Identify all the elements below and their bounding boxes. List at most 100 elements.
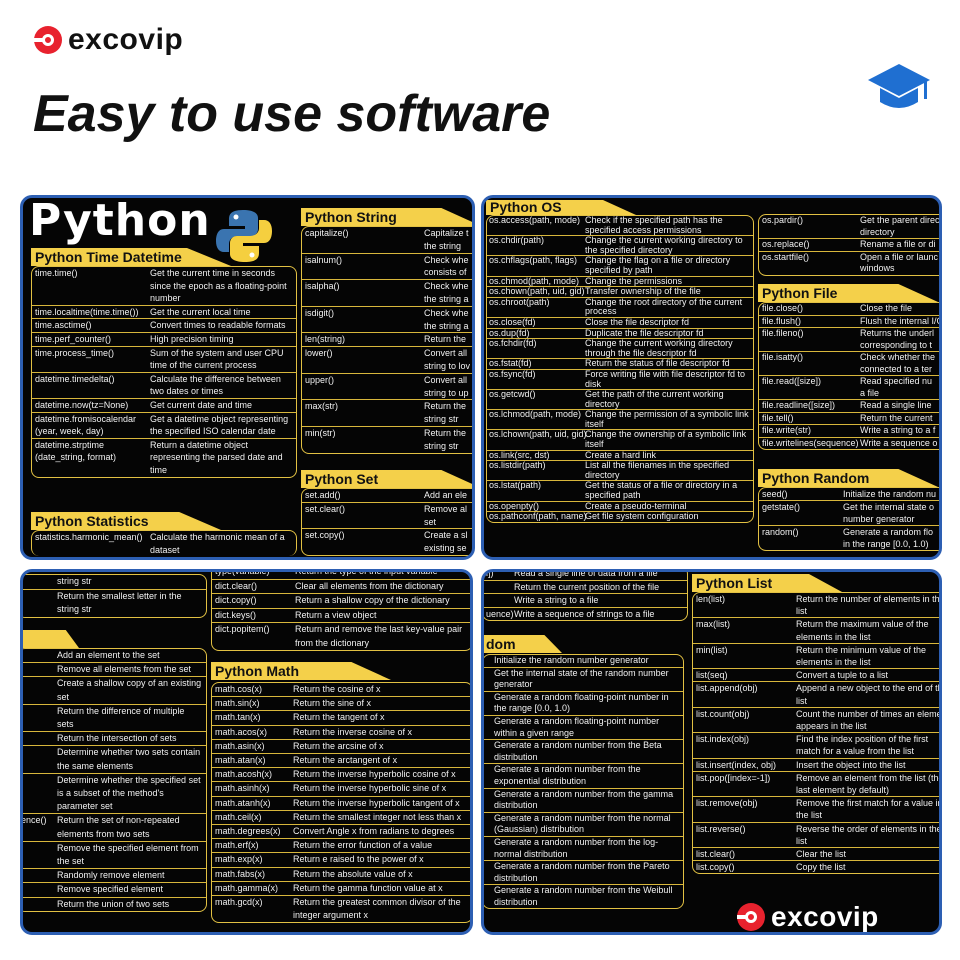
table-row: os.chown(path, uid, gid) Transfer ownersh… [487, 287, 753, 298]
method-description: Convert Angle x from radians to degrees [293, 826, 455, 837]
panel-top-right: Python OS os.access(path, mode) Check if t… [481, 195, 942, 560]
method-description: Create a pseudo-terminal [585, 500, 687, 511]
method-table: len(list) Return the number of elements i… [692, 592, 942, 875]
table-row: isalpha() Check whe the string a [302, 280, 472, 307]
method-description: Return a view object [295, 609, 377, 620]
method-table: os.pardir() Get the parent direc director… [758, 214, 939, 276]
table-row: list.clear() Clear the list [693, 848, 939, 862]
method-description: Count the number of times an element app… [796, 708, 942, 732]
table-row: set.clear() Remove al set [302, 503, 472, 530]
table-row: file.fileno() Returns the underl correspo… [759, 328, 939, 352]
method-name: os.fstat(fd) [489, 358, 532, 369]
method-name: file.write(str) [762, 425, 811, 435]
table-row: list(seq) Convert a tuple to a list [693, 669, 939, 683]
table-row: math.exp(x) Return e raised to the power … [212, 853, 470, 868]
method-description: Determine whether the specified set is a… [57, 774, 201, 812]
method-description: Check whether the connected to a ter [860, 352, 936, 374]
table-row: getstate() Get the internal state o numbe… [759, 501, 939, 526]
table-row: list.copy() Copy the list [693, 861, 939, 873]
table-row: Randomly remove element [23, 869, 206, 884]
method-name: list.pop([index=-1]) [696, 772, 771, 783]
method-name: math.cos(x) [215, 684, 263, 694]
method-name: getstate() [762, 502, 801, 512]
method-description: Return the string str [424, 401, 467, 425]
table-row: len(list) Return the number of elements i… [693, 593, 939, 619]
method-name [486, 837, 494, 860]
method-name: l]) [486, 569, 494, 578]
brand-logo: excovip [34, 24, 183, 56]
method-description: Generate a random number from the Beta d… [494, 740, 662, 762]
method-name [23, 842, 57, 868]
method-name: os.chflags(path, flags) [489, 255, 578, 266]
method-description: Calculate the difference between two dat… [150, 373, 281, 397]
method-name: list(seq) [696, 670, 728, 681]
method-description: Return the greatest common divisor of th… [293, 897, 461, 921]
method-description: Returns the underl corresponding to t [860, 328, 935, 350]
table-row: os.chdir(path) Change the current working… [487, 235, 753, 257]
table-row: os.openpty() Create a pseudo-terminal [487, 500, 753, 513]
section-title-tab [23, 630, 79, 648]
method-description: Return the minimum value of the elements… [796, 644, 927, 668]
method-name [23, 575, 57, 589]
method-description: Return the intersection of sets [57, 733, 177, 744]
method-description: Check whe consists of [424, 254, 469, 278]
brand-mark-icon [34, 26, 62, 54]
method-table: Add an element to the set Remove all elem… [23, 648, 207, 912]
method-description: Clear all elements from the dictionary [295, 580, 444, 591]
method-description: Create a hard link [585, 449, 657, 460]
method-description: Change the flag on a file or directory s… [585, 255, 731, 275]
method-name: os.chmod(path, mode) [489, 275, 580, 286]
table-row: list.append(obj) Append a new object to t… [693, 682, 939, 708]
method-description: Determine whether two sets contain the s… [57, 747, 201, 771]
method-name: os.startfile() [762, 251, 810, 262]
method-table: set.add() Add an ele set.clear() Remove al … [301, 488, 472, 556]
section-title: Python Random [758, 469, 938, 487]
method-name: math.tan(x) [215, 712, 261, 723]
table-row: Return the current position of the file [484, 581, 687, 594]
method-name: isdigit() [305, 307, 335, 318]
table-row: Generate a random number from the gamma … [484, 789, 683, 813]
method-description: Generate a random floating-point number … [494, 715, 660, 738]
table-row: math.cos(x) Return the cosine of x [212, 683, 470, 698]
table-row: os.getcwd() Get the path of the current w… [487, 389, 753, 411]
method-description: Randomly remove element [57, 870, 165, 881]
table-row: Remove all elements from the set [23, 663, 206, 678]
method-name [23, 663, 57, 676]
method-name: len(list) [696, 594, 726, 604]
method-description: Change the root directory of the current… [585, 296, 743, 317]
method-name: os.dup(fd) [489, 327, 530, 338]
method-name [486, 655, 494, 667]
method-description: Check if the specified path has the spec… [585, 215, 723, 235]
table-row: Generate a random number from the expone… [484, 764, 683, 789]
method-table: string str Return the smallest letter in … [23, 574, 207, 618]
table-row: upper() Convert all string to up [302, 374, 472, 401]
panel-bottom-left: string str Return the smallest letter in … [20, 569, 473, 935]
table-row: dict.popitem() Return and remove the last… [212, 623, 470, 650]
method-name: file.writelines(sequence) [762, 437, 859, 448]
table-row: os.pathconf(path, name) Get file system c… [487, 512, 753, 522]
table-row: math.sin(x) Return the sine of x [212, 697, 470, 712]
method-name: file.isatty() [762, 352, 804, 362]
method-description: Return the inverse hyperbolic sine of x [293, 783, 447, 794]
method-name: datetime.strptime (date_string, format) [35, 439, 117, 463]
method-description: Return the arctangent of x [293, 755, 398, 766]
table-row: min(str) Return the string str [302, 427, 472, 453]
table-row: os.access(path, mode) Check if the specif… [487, 215, 753, 237]
method-name [23, 732, 57, 745]
table-row: Return the smallest letter in the string… [23, 590, 206, 617]
method-name: isalpha() [305, 281, 340, 292]
table-row: Remove specified element [23, 883, 206, 898]
method-description: Get file system configuration [585, 511, 699, 522]
method-name [486, 594, 514, 607]
table-row: Get the internal state of the random num… [484, 668, 683, 692]
table-row: os.fstat(fd) Return the status of file de… [487, 359, 753, 370]
panel-top-left: Python Python Time Datetime time.time() Ge… [20, 195, 475, 560]
table-row: Generate a random floating-point number … [484, 692, 683, 716]
section-title: Python Set [301, 470, 472, 488]
method-name: datetime.now(tz=None) [35, 399, 129, 410]
table-row: set.add() Add an ele [302, 489, 472, 503]
method-table: capitalize() Capitalize t the string isaln… [301, 226, 472, 454]
method-name: time.time() [35, 268, 78, 278]
method-name: math.acos(x) [215, 726, 268, 737]
table-row: math.acos(x) Return the inverse cosine of… [212, 726, 470, 740]
